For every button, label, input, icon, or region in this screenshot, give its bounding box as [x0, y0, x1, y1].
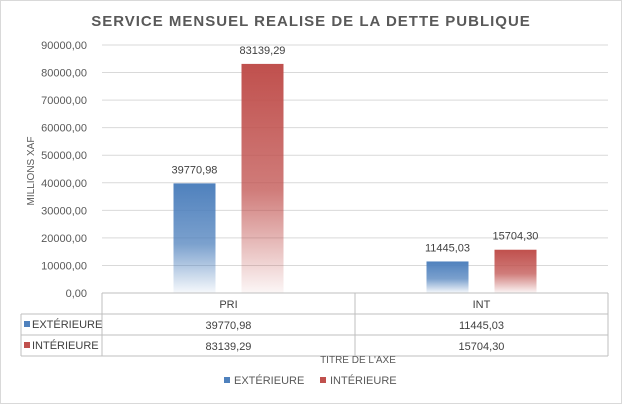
bar — [241, 63, 284, 294]
table-cell: 83139,29 — [206, 341, 252, 353]
table-legend-key — [24, 342, 30, 348]
data-label: 39770,98 — [172, 164, 218, 176]
data-label: 83139,29 — [240, 45, 286, 57]
bars — [173, 63, 537, 294]
data-labels: 39770,98 83139,29 11445,03 15704,30 — [172, 45, 539, 255]
y-tick-label: 30000,00 — [41, 205, 87, 217]
x-tick-label: PRI — [219, 299, 237, 311]
y-tick-label: 40000,00 — [41, 178, 87, 190]
y-tick-label: 50000,00 — [41, 150, 87, 162]
data-table: PRI INT EXTÉRIEURE 39770,98 11445,03 INTÉRIEU… — [20, 292, 609, 357]
bar — [426, 261, 469, 293]
table-cell: 15704,30 — [459, 341, 505, 353]
x-axis-title: TITRE DE L'AXE — [320, 355, 396, 366]
table-cell: 11445,03 — [459, 320, 504, 332]
y-tick-label: 70000,00 — [41, 95, 87, 107]
y-tick-label: 10000,00 — [41, 260, 87, 272]
y-tick-label: 0,00 — [66, 288, 87, 300]
legend-key — [224, 377, 230, 383]
y-tick-label: 90000,00 — [41, 40, 87, 52]
y-tick-label: 80000,00 — [41, 68, 87, 80]
table-legend-key — [24, 321, 30, 327]
legend: EXTÉRIEURE INTÉRIEURE — [224, 374, 397, 387]
legend-label: EXTÉRIEURE — [234, 374, 304, 387]
x-tick-label: INT — [473, 299, 491, 311]
chart-title: SERVICE MENSUEL REALISE DE LA DETTE PUBL… — [91, 13, 531, 30]
y-tick-label: 20000,00 — [41, 233, 87, 245]
y-axis-title: MILLIONS XAF — [26, 137, 37, 206]
data-label: 15704,30 — [493, 231, 539, 243]
y-tick-labels: 0,00 10000,00 20000,00 30000,00 40000,00 5000… — [41, 40, 87, 300]
bar — [494, 249, 537, 293]
table-series-name: INTÉRIEURE — [32, 339, 99, 352]
y-tick-label: 60000,00 — [41, 123, 87, 135]
legend-key — [320, 377, 326, 383]
bar — [173, 183, 216, 293]
legend-label: INTÉRIEURE — [330, 374, 397, 387]
table-series-name: EXTÉRIEURE — [32, 318, 102, 331]
table-cell: 39770,98 — [206, 320, 252, 332]
data-label: 11445,03 — [425, 242, 470, 254]
